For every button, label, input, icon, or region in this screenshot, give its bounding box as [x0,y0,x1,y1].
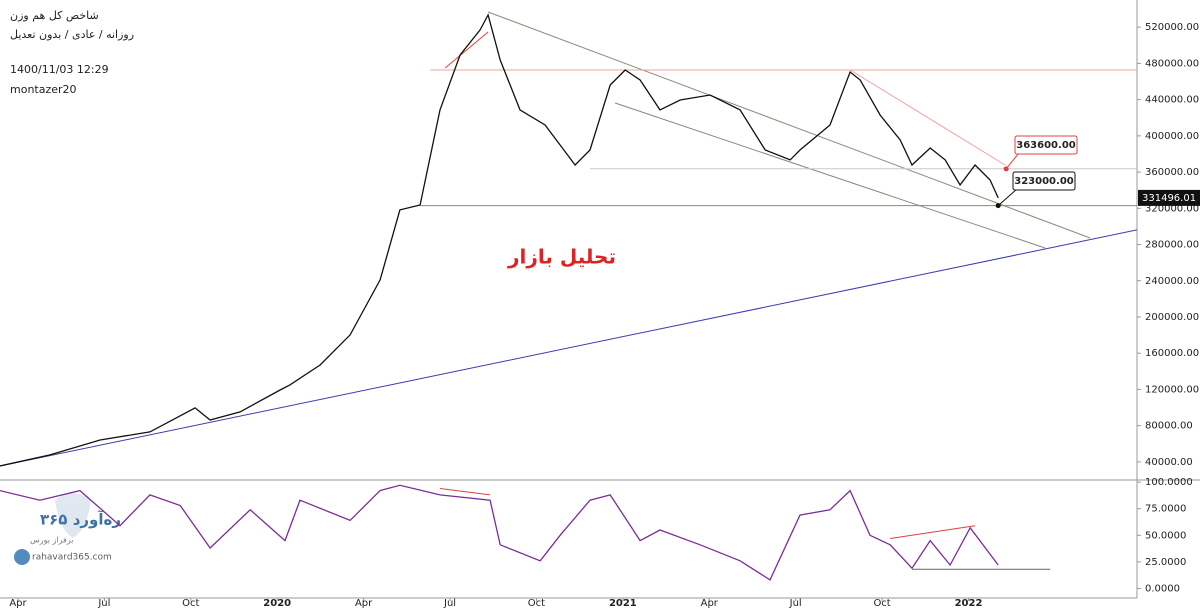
level-box [1012,171,1076,191]
x-tick-label: 2020 [263,598,291,609]
x-tick-label: Apr [355,598,373,609]
y-tick-label: 200000.00 [1145,312,1199,323]
level-dot [1003,166,1009,172]
level-dot [995,203,1001,209]
x-tick-label: Jul [97,598,110,609]
logo-shape [55,493,91,538]
y-tick-label: 160000.00 [1145,348,1199,359]
x-tick-label: Oct [873,598,890,609]
level-label: 323000.00 [1014,176,1074,187]
level-pointer [1005,152,1020,170]
level-label: 363600.00 [1016,140,1076,151]
trendline [890,525,976,539]
logo-brand: ره‌آورد ۳۶۵ [40,511,121,529]
x-tick-label: 2022 [955,598,983,609]
x-tick-label: Jul [789,598,802,609]
y-tick-label: 320000.00 [1145,203,1199,214]
trendline [0,229,1137,467]
y-tick-label: 40000.00 [1145,457,1193,468]
chart-title: شاخص کل هم وزن [10,9,99,22]
x-tick-label: Apr [701,598,719,609]
trendline [614,102,1046,249]
watermark: ره‌آورد ۳۶۵ برفراز بورس rahavard365.com [14,493,121,565]
trendline [444,31,489,69]
level-pointer [997,188,1018,206]
logo-url: rahavard365.com [32,553,112,563]
x-tick-label: Apr [9,598,27,609]
y-tick-label: 280000.00 [1145,240,1199,251]
author: montazer20 [10,83,77,96]
x-tick-label: Jul [443,598,456,609]
logo-tagline: برفراز بورس [30,536,74,545]
y-tick-label: 440000.00 [1145,95,1199,106]
series-line [0,13,999,467]
x-tick-label: Oct [182,598,199,609]
y-tick-label: 50.0000 [1145,530,1186,541]
series-line [0,484,999,581]
y-tick-label: 520000.00 [1145,22,1199,33]
trendline [439,488,491,496]
y-tick-label: 80000.00 [1145,421,1193,432]
timestamp: 1400/11/03 12:29 [10,63,109,76]
y-tick-label: 360000.00 [1145,167,1199,178]
last-value-label: 331496.01 [1142,193,1196,204]
annotation: تحلیل بازار [507,245,616,269]
y-tick-label: 75.0000 [1145,504,1186,515]
y-tick-label: 0.0000 [1145,583,1180,594]
y-tick-label: 25.0000 [1145,557,1186,568]
chart-subtitle: روزانه / عادی / بدون تعدیل [10,28,134,41]
level-box [1014,135,1078,155]
y-tick-label: 120000.00 [1145,384,1199,395]
logo-icon [14,549,30,565]
y-tick-label: 240000.00 [1145,276,1199,287]
y-tick-label: 480000.00 [1145,58,1199,69]
trendline [849,69,1006,166]
trendline [487,11,1091,239]
x-tick-label: Oct [528,598,545,609]
last-value-box [1138,189,1200,206]
x-tick-label: 2021 [609,598,637,609]
y-tick-label: 100.0000 [1145,477,1193,488]
y-tick-label: 400000.00 [1145,131,1199,142]
